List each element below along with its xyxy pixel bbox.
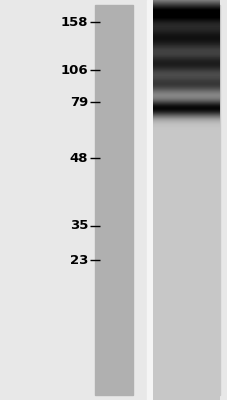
Text: 48: 48: [69, 152, 88, 164]
Text: 158: 158: [60, 16, 88, 28]
Text: 23: 23: [69, 254, 88, 266]
Text: 79: 79: [69, 96, 88, 108]
Text: 35: 35: [69, 220, 88, 232]
Bar: [146, 0, 152, 400]
Text: 106: 106: [60, 64, 88, 76]
Bar: [152, 5, 219, 395]
Bar: [95, 5, 132, 395]
